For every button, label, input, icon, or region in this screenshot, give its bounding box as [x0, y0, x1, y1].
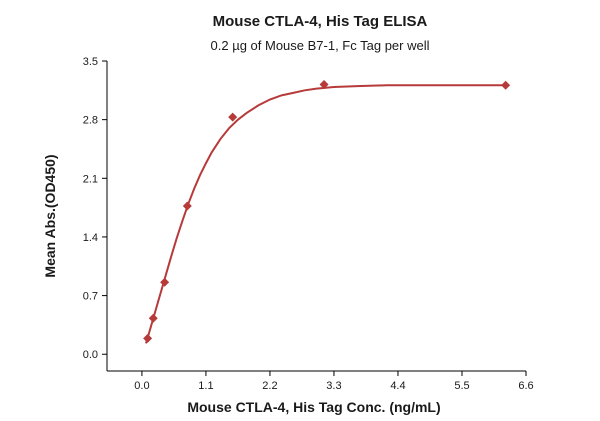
x-tick-label: 3.3 — [326, 380, 341, 392]
x-axis-ticks: 0.0 1.1 2.2 3.3 4.4 5.5 6.6 — [134, 371, 534, 392]
data-point — [501, 80, 511, 90]
chart-subtitle: 0.2 µg of Mouse B7-1, Fc Tag per well — [211, 38, 430, 53]
x-tick-label: 6.6 — [518, 380, 533, 392]
x-axis-label: Mouse CTLA-4, His Tag Conc. (ng/mL) — [187, 399, 440, 415]
data-point — [148, 313, 158, 323]
chart-title: Mouse CTLA-4, His Tag ELISA — [213, 13, 428, 30]
data-point — [228, 112, 238, 122]
fit-curve — [145, 84, 506, 344]
data-point — [319, 79, 329, 89]
x-tick-label: 0.0 — [134, 380, 149, 392]
y-tick-label: 2.1 — [83, 173, 98, 185]
x-tick-label: 1.1 — [198, 380, 213, 392]
x-tick-label: 4.4 — [390, 380, 405, 392]
data-point — [143, 333, 153, 343]
x-tick-label: 5.5 — [454, 380, 469, 392]
x-tick-label: 2.2 — [262, 380, 277, 392]
y-tick-label: 0.7 — [83, 291, 98, 303]
y-axis-ticks: 0.0 0.7 1.4 2.1 2.8 3.5 — [83, 56, 107, 361]
y-axis-label: Mean Abs.(OD450) — [42, 154, 58, 277]
data-point — [160, 277, 170, 287]
y-tick-label: 0.0 — [83, 349, 98, 361]
data-point — [182, 201, 192, 211]
y-tick-label: 3.5 — [83, 56, 98, 68]
y-tick-label: 1.4 — [83, 232, 98, 244]
data-points — [143, 79, 511, 343]
y-tick-label: 2.8 — [83, 115, 98, 127]
